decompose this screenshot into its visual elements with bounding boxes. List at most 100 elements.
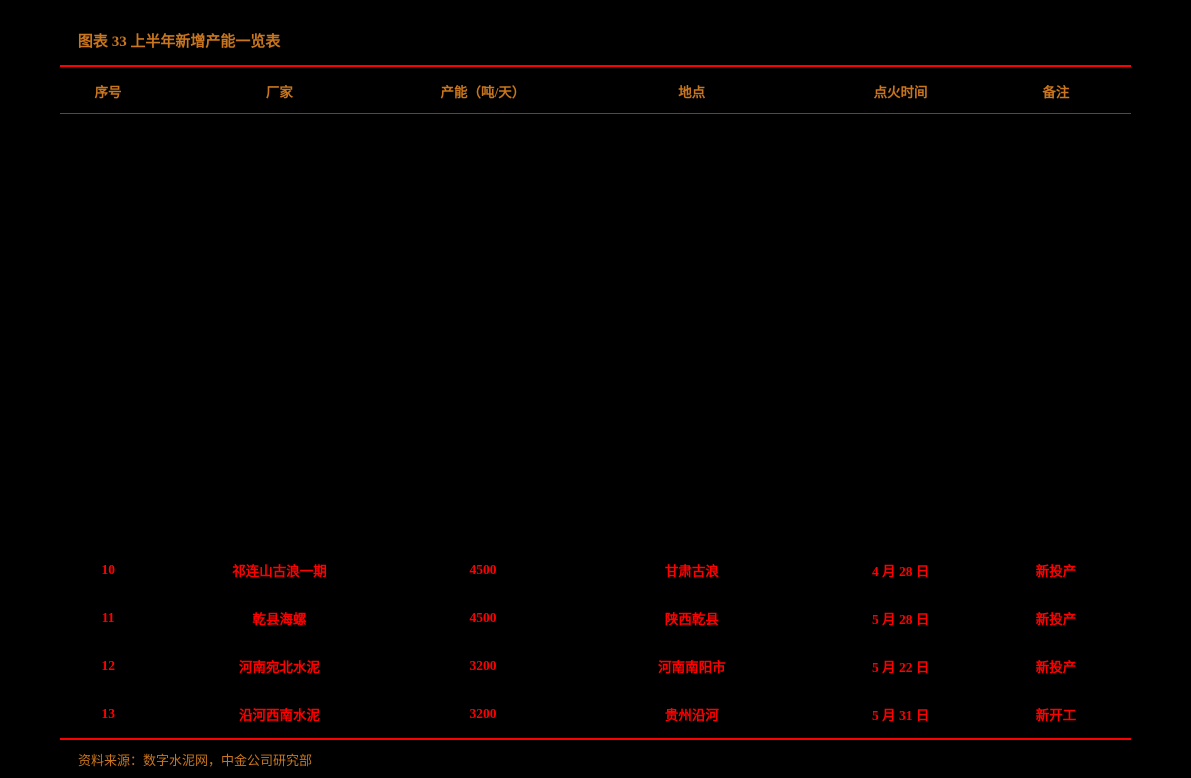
table-cell: 3200 <box>403 690 564 738</box>
table-cell: 8 <box>60 450 156 498</box>
table-row: 12河南宛北水泥3200河南南阳市5 月 22 日新投产 <box>60 642 1131 690</box>
table-cell: 新投产 <box>981 210 1131 258</box>
table-cell: 新投产 <box>981 258 1131 306</box>
table-cell: 新投产 <box>981 642 1131 690</box>
table-cell: 4600 <box>403 498 564 546</box>
table-cell: 3 月 27 日 <box>820 258 981 306</box>
table-cell: 西藏 <box>563 402 820 450</box>
table-cell: 贵定海螺一期 <box>156 258 402 306</box>
table-cell: 2500 <box>403 354 564 402</box>
table-cell: 5 月 22 日 <box>820 642 981 690</box>
table-cell: 6 <box>60 354 156 402</box>
table-cell: 四川金顶 <box>156 450 402 498</box>
table-cell: 4500 <box>403 546 564 594</box>
table-cell: 4 月 28 日 <box>820 546 981 594</box>
table-cell: 新投产 <box>981 450 1131 498</box>
table-cell: 4 月 26 日 <box>820 498 981 546</box>
page-root: 图表 33 上半年新增产能一览表 序号 厂家 产能（吨/天） 地点 点火时间 备… <box>0 0 1191 778</box>
table-head: 序号 厂家 产能（吨/天） 地点 点火时间 备注 <box>60 67 1131 114</box>
table-cell: 重庆海螺 <box>156 162 402 210</box>
table-cell: 祁连山古浪一期 <box>156 546 402 594</box>
table-cell: 1 月 11 日 <box>820 114 981 163</box>
table-cell: 河南南阳市 <box>563 642 820 690</box>
table-cell: 新投产 <box>981 354 1131 402</box>
table-body: 1河南省大地水泥4500河南省新乡市1 月 11 日新投产2重庆海螺4500重庆… <box>60 114 1131 739</box>
table-cell: 4 <box>60 258 156 306</box>
table-row: 8四川金顶4500四川峨眉4 月 30 日新投产 <box>60 450 1131 498</box>
table-cell: 4500 <box>403 114 564 163</box>
table-row: 6四川峨眉山佛光2500四川峨眉山3 月新投产 <box>60 354 1131 402</box>
table-cell: 13 <box>60 690 156 738</box>
table-cell: 4500 <box>403 450 564 498</box>
col-header-factory: 厂家 <box>156 67 402 114</box>
table-cell: 4500 <box>403 258 564 306</box>
table-cell: 甘肃古浪 <box>563 546 820 594</box>
table-cell: 乾县海螺 <box>156 594 402 642</box>
table-cell: 7 <box>60 402 156 450</box>
table-cell: 3200 <box>403 642 564 690</box>
table-cell: 3 月 <box>820 354 981 402</box>
table-cell: 4500 <box>403 306 564 354</box>
table-cell: 11 <box>60 594 156 642</box>
col-header-location: 地点 <box>563 67 820 114</box>
table-title: 图表 33 上半年新增产能一览表 <box>60 30 1131 51</box>
table-cell: 重庆市忠县 <box>563 162 820 210</box>
table-cell: 四川广元 <box>563 210 820 258</box>
table-cell: 新开工 <box>981 690 1131 738</box>
table-cell: 四川峨眉 <box>563 450 820 498</box>
table-cell: 广元海螺 <box>156 210 402 258</box>
col-header-date: 点火时间 <box>820 67 981 114</box>
table-source: 资料来源：数字水泥网，中金公司研究部 <box>60 750 1131 769</box>
col-header-remark: 备注 <box>981 67 1131 114</box>
table-cell: 广西贵港 <box>563 498 820 546</box>
table-cell: 12 <box>60 642 156 690</box>
table-row: 1河南省大地水泥4500河南省新乡市1 月 11 日新投产 <box>60 114 1131 163</box>
table-cell: 1 月 12 日 <box>820 162 981 210</box>
table-row: 3广元海螺4500四川广元1 月 28 日新投产 <box>60 210 1131 258</box>
table-cell: 5 月 28 日 <box>820 594 981 642</box>
table-cell: 1 月 28 日 <box>820 210 981 258</box>
table-cell: 2 <box>60 162 156 210</box>
table-cell: 陕西乾县 <box>563 594 820 642</box>
table-cell: 铜仁海螺 <box>156 306 402 354</box>
col-header-capacity: 产能（吨/天） <box>403 67 564 114</box>
table-row: 13沿河西南水泥3200贵州沿河5 月 31 日新开工 <box>60 690 1131 738</box>
table-cell: 3 <box>60 210 156 258</box>
table-cell: 10 <box>60 546 156 594</box>
table-cell: 新投产 <box>981 546 1131 594</box>
table-cell: 1 <box>60 114 156 163</box>
table-cell: 河南省大地水泥 <box>156 114 402 163</box>
table-cell: 四川峨眉山佛光 <box>156 354 402 402</box>
table-cell: 贵州贵定 <box>563 258 820 306</box>
table-cell: 新投产 <box>981 402 1131 450</box>
table-row: 9广西虎鹰建材4600广西贵港4 月 26 日新投产 <box>60 498 1131 546</box>
table-cell: 新投产 <box>981 594 1131 642</box>
table-row: 7华新西藏2000西藏3 月 30 日新投产 <box>60 402 1131 450</box>
table-cell: 2000 <box>403 402 564 450</box>
table-cell: 华新西藏 <box>156 402 402 450</box>
table-cell: 4500 <box>403 210 564 258</box>
table-cell: 4 月 30 日 <box>820 450 981 498</box>
table-cell: 四川峨眉山 <box>563 354 820 402</box>
capacity-table: 序号 厂家 产能（吨/天） 地点 点火时间 备注 1河南省大地水泥4500河南省… <box>60 67 1131 738</box>
table-row: 10祁连山古浪一期4500甘肃古浪4 月 28 日新投产 <box>60 546 1131 594</box>
table-cell: 贵州铜仁 <box>563 306 820 354</box>
table-cell: 河南宛北水泥 <box>156 642 402 690</box>
table-cell: 9 <box>60 498 156 546</box>
table-container: 序号 厂家 产能（吨/天） 地点 点火时间 备注 1河南省大地水泥4500河南省… <box>60 65 1131 740</box>
table-cell: 4500 <box>403 594 564 642</box>
table-cell: 沿河西南水泥 <box>156 690 402 738</box>
table-row: 4贵定海螺一期4500贵州贵定3 月 27 日新投产 <box>60 258 1131 306</box>
table-cell: 5 月 31 日 <box>820 690 981 738</box>
table-cell: 3 月 30 日 <box>820 402 981 450</box>
table-cell: 4500 <box>403 162 564 210</box>
table-cell: 新投产 <box>981 306 1131 354</box>
table-row: 2重庆海螺4500重庆市忠县1 月 12 日新投产 <box>60 162 1131 210</box>
table-cell: 广西虎鹰建材 <box>156 498 402 546</box>
table-header-row: 序号 厂家 产能（吨/天） 地点 点火时间 备注 <box>60 67 1131 114</box>
table-cell: 3 月 29 日 <box>820 306 981 354</box>
table-row: 11乾县海螺4500陕西乾县5 月 28 日新投产 <box>60 594 1131 642</box>
table-cell: 新投产 <box>981 114 1131 163</box>
table-cell: 贵州沿河 <box>563 690 820 738</box>
table-row: 5铜仁海螺4500贵州铜仁3 月 29 日新投产 <box>60 306 1131 354</box>
